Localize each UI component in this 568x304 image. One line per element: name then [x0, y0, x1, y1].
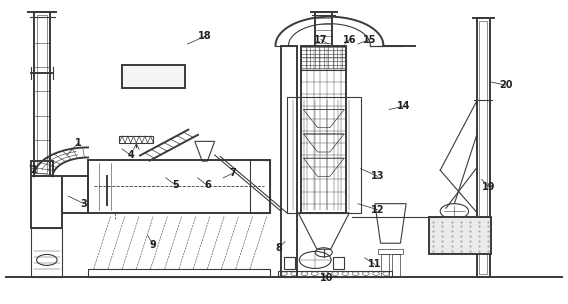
Bar — [301, 46, 346, 213]
Text: 20: 20 — [499, 80, 512, 90]
Bar — [278, 271, 392, 277]
Text: 19: 19 — [482, 182, 495, 192]
Bar — [281, 46, 297, 277]
Bar — [37, 15, 47, 173]
Bar — [31, 176, 62, 228]
Text: 14: 14 — [396, 102, 410, 111]
Text: 6: 6 — [204, 181, 211, 190]
Text: 15: 15 — [362, 35, 376, 44]
Text: 7: 7 — [229, 168, 236, 178]
Bar — [333, 257, 344, 269]
Text: 4: 4 — [127, 150, 134, 160]
Text: 18: 18 — [198, 32, 211, 41]
Text: 11: 11 — [368, 260, 382, 269]
Bar — [250, 160, 270, 213]
Bar — [378, 249, 403, 254]
Text: 9: 9 — [150, 240, 157, 250]
Bar — [34, 12, 50, 176]
Text: 3: 3 — [81, 199, 87, 209]
Text: 17: 17 — [314, 35, 328, 44]
Bar — [119, 136, 153, 143]
Text: 2: 2 — [31, 165, 37, 175]
Bar — [477, 18, 490, 277]
Bar — [315, 12, 332, 46]
Text: 10: 10 — [320, 273, 333, 283]
Bar — [31, 228, 62, 277]
Text: 5: 5 — [173, 181, 179, 190]
Bar — [381, 254, 389, 277]
Bar — [392, 254, 400, 277]
Bar — [88, 269, 270, 277]
Bar — [284, 257, 295, 269]
Bar — [31, 161, 53, 176]
Text: 1: 1 — [75, 138, 82, 148]
Bar — [287, 97, 361, 213]
Text: 8: 8 — [275, 243, 282, 253]
Bar — [88, 160, 270, 213]
Bar — [301, 46, 346, 70]
Text: 12: 12 — [371, 205, 385, 215]
Bar — [479, 21, 487, 274]
Text: 16: 16 — [343, 35, 356, 44]
Bar — [122, 65, 185, 88]
Bar — [429, 217, 491, 254]
Text: 13: 13 — [371, 171, 385, 181]
